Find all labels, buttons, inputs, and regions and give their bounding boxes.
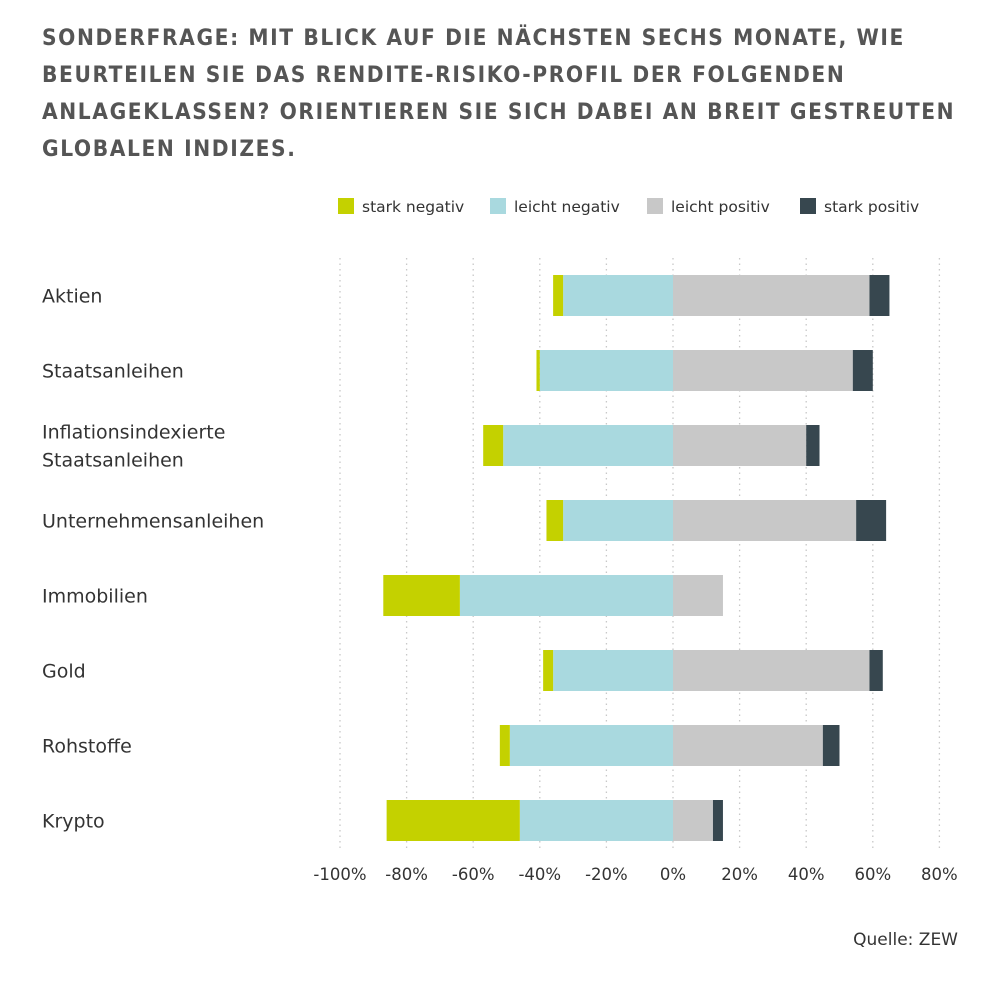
- legend-swatch: [490, 198, 506, 214]
- bar-stark-positiv: [856, 500, 887, 541]
- bar-stark-positiv: [806, 425, 820, 466]
- x-tick-label: -60%: [452, 865, 495, 884]
- bar-stark-positiv: [822, 725, 840, 766]
- bar-leicht-positiv: [673, 500, 857, 541]
- bar-stark-negativ: [383, 575, 460, 616]
- legend-swatch: [647, 198, 663, 214]
- bar-leicht-positiv: [673, 650, 870, 691]
- bar-stark-negativ: [386, 800, 520, 841]
- bar-stark-negativ: [536, 350, 540, 391]
- category-label: Inflationsindexierte Staatsanleihen: [42, 422, 225, 472]
- x-tick-label: -20%: [585, 865, 628, 884]
- bar-stark-negativ: [543, 650, 554, 691]
- bar-stark-positiv: [712, 800, 723, 841]
- bar-leicht-positiv: [673, 800, 713, 841]
- x-tick-label: -80%: [385, 865, 428, 884]
- bar-stark-positiv: [869, 275, 890, 316]
- x-tick-label: 20%: [721, 865, 758, 884]
- bar-leicht-negativ: [553, 650, 673, 691]
- category-label: Staatsanleihen: [42, 361, 184, 383]
- x-tick-label: -40%: [518, 865, 561, 884]
- bar-stark-negativ: [553, 275, 564, 316]
- x-axis-ticks: -100% -80% -60% -40% -20% 0% 20% 40% 60% 80%: [313, 865, 957, 884]
- category-label: Rohstoffe: [42, 736, 132, 758]
- bar-leicht-positiv: [673, 725, 823, 766]
- chart-title: SONDERFRAGE: MIT BLICK AUF DIE NÄCHSTEN …: [42, 25, 956, 162]
- x-tick-label: 60%: [854, 865, 891, 884]
- legend-swatch: [338, 198, 354, 214]
- legend-swatch: [800, 198, 816, 214]
- legend-label: leicht negativ: [514, 198, 620, 216]
- bar-stark-positiv: [852, 350, 873, 391]
- bar-leicht-negativ: [563, 500, 673, 541]
- legend-label: stark positiv: [824, 198, 919, 216]
- category-label: Krypto: [42, 811, 105, 833]
- bar-leicht-negativ: [503, 425, 673, 466]
- x-tick-label: 40%: [788, 865, 825, 884]
- legend-label: leicht positiv: [671, 198, 770, 216]
- source-note: Quelle: ZEW: [853, 930, 958, 950]
- bar-stark-negativ: [483, 425, 504, 466]
- category-label: Immobilien: [42, 586, 148, 608]
- category-label: Gold: [42, 661, 86, 683]
- bar-leicht-negativ: [509, 725, 673, 766]
- bar-stark-positiv: [869, 650, 883, 691]
- category-label: Unternehmensanleihen: [42, 511, 264, 533]
- x-tick-label: 0%: [660, 865, 686, 884]
- bar-stark-negativ: [499, 725, 510, 766]
- bar-leicht-positiv: [673, 575, 723, 616]
- bar-leicht-positiv: [673, 350, 853, 391]
- bar-leicht-negativ: [539, 350, 673, 391]
- bar-leicht-positiv: [673, 275, 870, 316]
- bar-stark-negativ: [546, 500, 564, 541]
- bar-leicht-positiv: [673, 425, 807, 466]
- bar-leicht-negativ: [459, 575, 673, 616]
- x-tick-label: 80%: [921, 865, 958, 884]
- bars: [383, 275, 890, 841]
- legend-label: stark negativ: [362, 198, 464, 216]
- bar-leicht-negativ: [519, 800, 673, 841]
- category-label: Aktien: [42, 286, 102, 308]
- bar-leicht-negativ: [563, 275, 673, 316]
- legend: stark negativ leicht negativ leicht positi…: [338, 198, 919, 216]
- category-labels: Aktien Staatsanleihen Inflationsindexierte…: [42, 286, 264, 833]
- x-tick-label: -100%: [313, 865, 366, 884]
